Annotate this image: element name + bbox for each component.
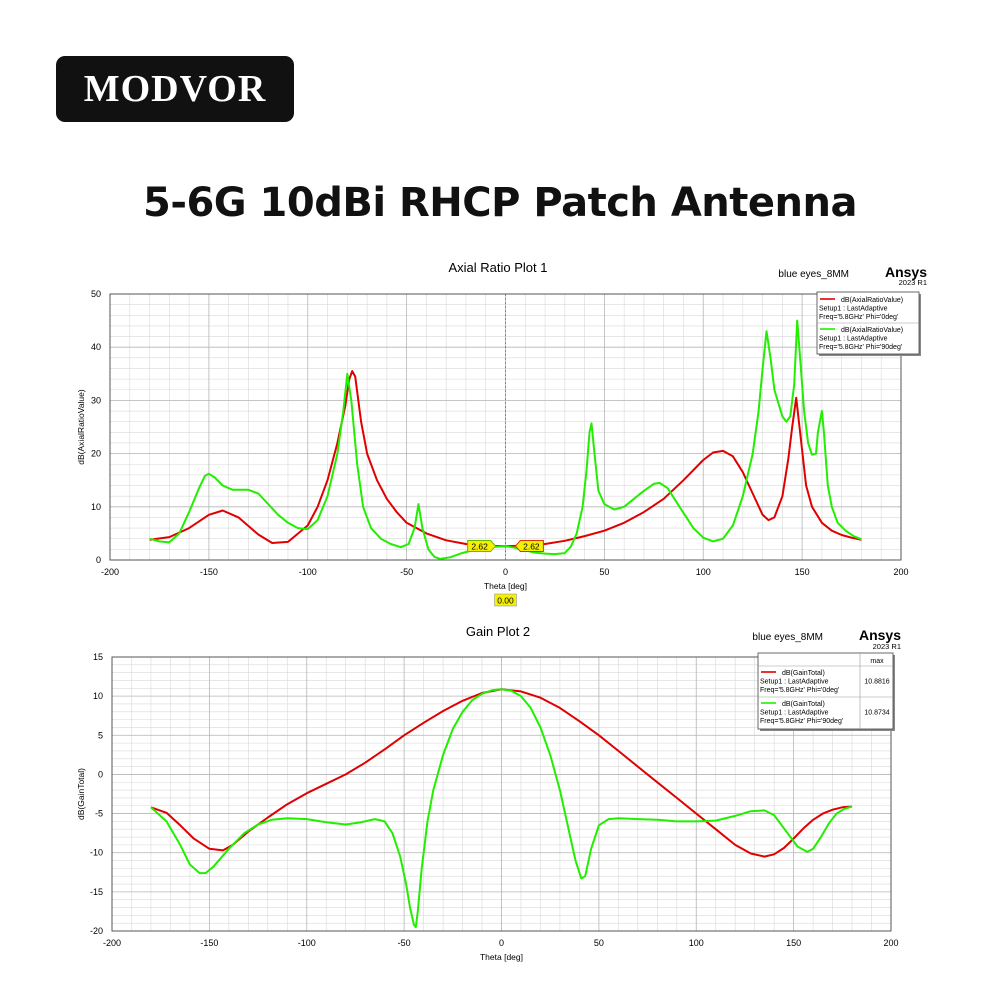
legend[interactable]: dB(AxialRatioValue) Setup1 : LastAdaptive…	[816, 291, 921, 356]
legend-line-2: Setup1 : LastAdaptive	[819, 336, 888, 343]
x-tick-label: 200	[893, 567, 908, 577]
legend-line-1: dB(GainTotal)	[782, 701, 825, 708]
x-tick-label: -100	[298, 938, 316, 948]
legend-line-2: Setup1 : LastAdaptive	[760, 710, 829, 717]
marker-label: 2.62	[471, 541, 488, 551]
x-tick-label: 100	[689, 938, 704, 948]
legend-header: max	[870, 658, 884, 665]
x-axis-label: Theta [deg]	[480, 952, 523, 962]
legend-line-3: Freq='5.8GHz' Phi='90deg'	[760, 718, 843, 725]
legend-line-3: Freq='5.8GHz' Phi='90deg'	[819, 344, 902, 351]
marker-2[interactable]: 2.62	[514, 540, 544, 553]
x-tick-label: 150	[786, 938, 801, 948]
legend-line-3: Freq='5.8GHz' Phi='0deg'	[819, 314, 898, 321]
series-line-2	[149, 319, 862, 560]
x-tick-label: -200	[101, 567, 119, 577]
legend-box	[757, 652, 894, 730]
x-tick-label: -100	[299, 567, 317, 577]
software-name: Ansys	[859, 627, 901, 643]
x-tick-label: 50	[594, 938, 604, 948]
y-tick-label: 50	[91, 289, 101, 299]
x-tick-label: 0	[499, 938, 504, 948]
legend-line-1: dB(GainTotal)	[782, 670, 825, 677]
legend-line-2: Setup1 : LastAdaptive	[819, 306, 888, 313]
brand-logo: MODVOR	[56, 56, 294, 122]
y-tick-label: -10	[90, 848, 103, 858]
marker-box	[467, 540, 497, 553]
x-axis-label: Theta [deg]	[484, 581, 527, 591]
cursor-value-label: 0.00	[497, 596, 514, 606]
y-tick-label: 5	[98, 730, 103, 740]
software-name: Ansys	[885, 264, 927, 280]
x-tick-label: -50	[400, 567, 413, 577]
y-tick-label: 30	[91, 395, 101, 405]
legend-max-value: 10.8816	[864, 679, 889, 686]
y-axis-label: dB(GainTotal)	[76, 768, 86, 820]
y-tick-label: -5	[95, 809, 103, 819]
x-tick-label: -150	[200, 938, 218, 948]
chart-1: -200 -150 -100 -50 0 50 100 150 200 0 10 20 30 40 50 Th…	[76, 260, 927, 607]
y-tick-label: -15	[90, 887, 103, 897]
legend-line-1: dB(AxialRatioValue)	[841, 297, 903, 304]
legend-entry-2[interactable]: dB(GainTotal) Setup1 : LastAdaptiveFreq='…	[758, 696, 893, 725]
y-tick-label: -20	[90, 926, 103, 936]
design-name: blue eyes_8MM	[778, 269, 849, 280]
y-axis-label: dB(AxialRatioValue)	[76, 389, 86, 465]
legend-line-3: Freq='5.8GHz' Phi='0deg'	[760, 687, 839, 694]
y-tick-label: 0	[98, 769, 103, 779]
design-name: blue eyes_8MM	[752, 632, 823, 643]
legend-entry-1[interactable]: dB(AxialRatioValue) Setup1 : LastAdaptive…	[819, 297, 903, 321]
y-tick-label: 15	[93, 652, 103, 662]
cursor-value-box[interactable]	[494, 593, 517, 607]
legend-entry-2[interactable]: dB(AxialRatioValue) Setup1 : LastAdaptive…	[817, 322, 919, 351]
x-tick-label: 100	[696, 567, 711, 577]
software-version: 2023 R1	[899, 278, 927, 287]
legend-max-value: 10.8734	[864, 710, 889, 717]
series-line-2	[150, 688, 853, 929]
legend-line-1: dB(AxialRatioValue)	[841, 327, 903, 334]
chart-2: -200 -150 -100 -50 0 50 100 150 200-20-15-10-505…	[76, 624, 901, 962]
legend-entry-1[interactable]: dB(GainTotal) Setup1 : LastAdaptiveFreq='…	[760, 670, 890, 694]
y-tick-label: 20	[91, 449, 101, 459]
x-tick-label: 150	[795, 567, 810, 577]
x-tick-label: 50	[599, 567, 609, 577]
plot-frame	[111, 656, 892, 932]
x-tick-label: -200	[103, 938, 121, 948]
y-tick-label: 10	[93, 691, 103, 701]
y-tick-label: 10	[91, 502, 101, 512]
legend-line-2: Setup1 : LastAdaptive	[760, 679, 829, 686]
x-tick-label: 0	[503, 567, 508, 577]
x-tick-label: -150	[200, 567, 218, 577]
marker-1[interactable]: 2.62	[467, 540, 497, 553]
chart-title: Gain Plot 2	[466, 624, 530, 639]
chart-title: Axial Ratio Plot 1	[449, 260, 548, 275]
y-tick-label: 0	[96, 555, 101, 565]
software-version: 2023 R1	[873, 642, 901, 651]
y-tick-label: 40	[91, 342, 101, 352]
marker-label: 2.62	[523, 541, 540, 551]
brand-logo-text: MODVOR	[83, 68, 267, 110]
x-tick-label: 200	[883, 938, 898, 948]
marker-box	[514, 540, 544, 553]
page-title: 5-6G 10dBi RHCP Patch Antenna	[143, 180, 857, 226]
x-tick-label: -50	[398, 938, 411, 948]
